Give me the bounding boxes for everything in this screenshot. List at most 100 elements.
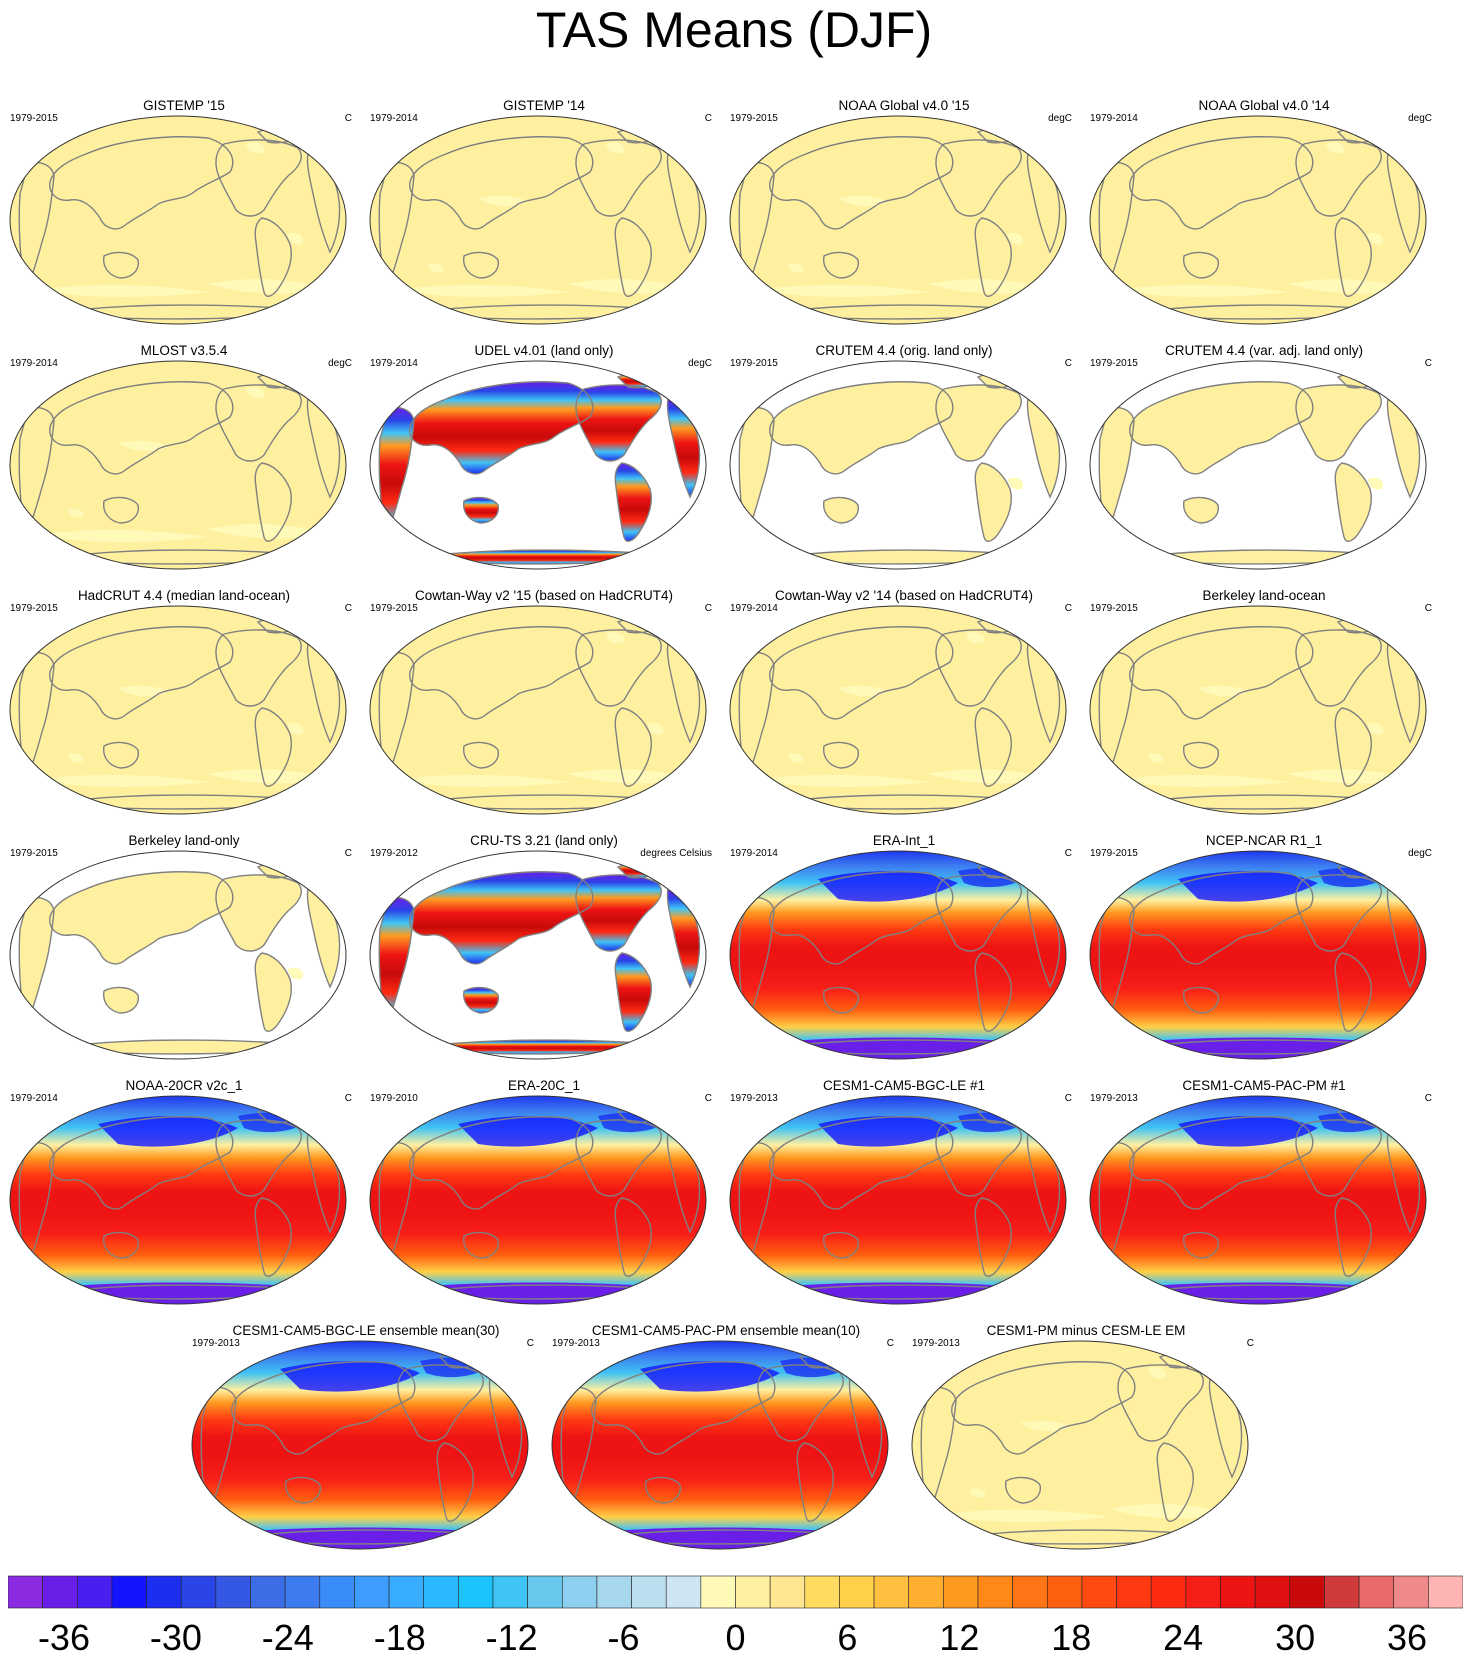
land-field [615, 463, 652, 542]
antarctic-region [1108, 1282, 1408, 1304]
panel-years: 1979-2015 [10, 113, 58, 124]
cool-patch [1368, 722, 1384, 735]
panel-years: 1979-2013 [192, 1338, 240, 1349]
coastline [757, 1364, 844, 1442]
panel-years: 1979-2013 [552, 1338, 600, 1349]
coastline [397, 1364, 484, 1442]
cool-patch [118, 440, 168, 452]
map-border [191, 1340, 529, 1550]
panel-title: Cowtan-Way v2 '14 (based on HadCRUT4) [775, 588, 1033, 603]
panel-title: UDEL v4.01 (land only) [474, 343, 614, 358]
panel-years: 1979-2014 [10, 358, 58, 369]
coastline [951, 1361, 1136, 1455]
panel-title: NOAA Global v4.0 '15 [838, 98, 970, 113]
world-map [369, 605, 707, 815]
colorbar-box [388, 1575, 425, 1609]
world-map [729, 115, 1067, 325]
coastline [49, 626, 234, 720]
coastline [614, 217, 652, 297]
coastline [409, 136, 594, 230]
map-panel: UDEL v4.01 (land only) 1979-2014 degC [368, 343, 720, 573]
antarctic-region [388, 1282, 688, 1304]
map-panel: ERA-Int_1 1979-2014 C [728, 833, 1080, 1063]
coastline [1295, 874, 1382, 952]
cold-region [1178, 871, 1318, 902]
coastline [463, 986, 499, 1014]
coastline [463, 251, 499, 279]
coastline [575, 874, 662, 952]
panel-title: CRUTEM 4.4 (orig. land only) [815, 343, 993, 358]
coastline [409, 626, 594, 720]
coastline [215, 1119, 302, 1197]
world-map [1089, 1095, 1427, 1305]
coastline [378, 406, 415, 538]
coastline [769, 381, 954, 475]
figure-title: TAS Means (DJF) [535, 2, 933, 58]
coastline [575, 139, 662, 217]
coastline [614, 1197, 652, 1277]
colorbar-box [42, 1575, 78, 1609]
coastline [1295, 629, 1382, 707]
coastline [823, 496, 859, 524]
panel-title: NOAA-20CR v2c_1 [125, 1078, 243, 1093]
coastline [18, 651, 55, 783]
map-panel: ERA-20C_1 1979-2010 C [368, 1078, 720, 1308]
colorbar-box [1046, 1575, 1083, 1609]
panel-title: CESM1-PM minus CESM-LE EM [986, 1323, 1186, 1338]
cool-patch [246, 387, 265, 399]
colorbar-box [1150, 1575, 1187, 1609]
colorbar-tick-label: 24 [1163, 1617, 1204, 1658]
coastline [1334, 707, 1372, 787]
land-field [379, 407, 414, 535]
land-field [216, 874, 302, 951]
cold-region [818, 1116, 958, 1147]
coastline [409, 871, 594, 965]
map-border [1089, 1095, 1427, 1305]
panel-units: C [344, 113, 352, 124]
cool-patch [758, 774, 928, 787]
coastline [920, 1386, 957, 1518]
colorbar-box [596, 1575, 632, 1609]
panel-units: C [1424, 1093, 1432, 1104]
land-field [379, 897, 414, 1025]
colorbar-tick-label: 6 [837, 1617, 858, 1658]
coastline [49, 871, 234, 965]
cool-patch [398, 774, 568, 787]
world-map [1089, 115, 1427, 325]
coastline [823, 986, 859, 1014]
colorbar-tick-label: 36 [1387, 1617, 1428, 1658]
coastline [1098, 1141, 1135, 1273]
cool-patch [1368, 477, 1384, 490]
world-map [191, 1340, 529, 1550]
panel-units: C [1246, 1338, 1254, 1349]
colorbar-box [319, 1575, 355, 1609]
coastline [974, 707, 1012, 787]
land-field [576, 874, 662, 951]
cool-patch [288, 967, 304, 980]
coastline [935, 1119, 1022, 1197]
cool-patch [788, 753, 804, 763]
land-field [1296, 384, 1382, 461]
world-map [911, 1340, 1249, 1550]
panel-units: C [704, 603, 712, 614]
cool-patch [428, 263, 444, 273]
cool-patch [208, 279, 326, 294]
cool-patch [38, 284, 208, 297]
world-map [9, 605, 347, 815]
panel-units: C [704, 1093, 712, 1104]
cold-region [818, 871, 958, 902]
colorbar-box [1254, 1575, 1291, 1609]
map-border [729, 115, 1067, 325]
panel-years: 1979-2014 [1090, 113, 1138, 124]
cold-region [640, 1361, 780, 1392]
coastline [103, 251, 139, 279]
land-field [1335, 463, 1372, 542]
land-field [103, 987, 139, 1013]
coastline [463, 1231, 499, 1259]
panel-units: C [526, 1338, 534, 1349]
coastline [409, 381, 594, 475]
coastline [215, 874, 302, 952]
cool-patch [478, 195, 528, 207]
coastline [1334, 952, 1372, 1032]
map-panel: Cowtan-Way v2 '14 (based on HadCRUT4) 197… [728, 588, 1080, 818]
